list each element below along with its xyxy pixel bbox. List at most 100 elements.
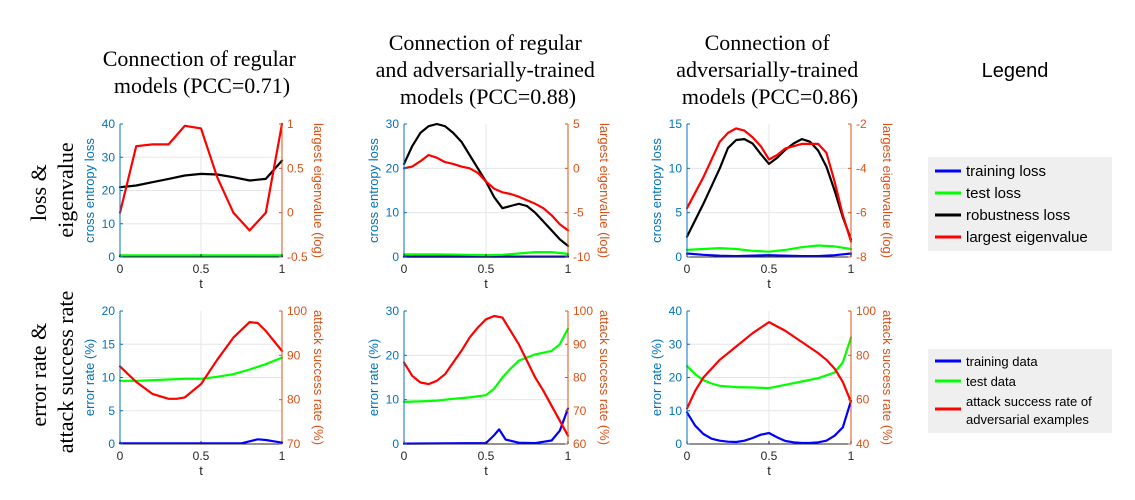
y-tick-label-left: 0 [108,250,115,264]
legend-label-attack-success-rate: attack success rate of adversarial examp… [966,394,1095,427]
y-tick-label-right: -6 [856,206,867,220]
y-tick-label-right: 60 [856,393,870,407]
y-axis-label-right: attack success rate (%) [311,310,326,445]
y-tick-label-left: 15 [669,117,683,131]
x-tick-label: 0 [684,262,691,276]
y-axis-label-left: error rate (%) [366,339,381,416]
y-tick-label-left: 20 [102,184,116,198]
y-tick-label-right: 1 [287,117,294,131]
x-tick-label: 0 [684,449,691,463]
series-line-eigen [402,314,570,437]
legend-label-test-data: test data [966,374,1017,389]
panel-error-adversarial: 0 0.5 1 t 0 10 20 30 40 error rate (%) 40 60 80 100 at… [649,304,895,478]
x-tick-label: 0 [117,449,124,463]
legend-bottom: training data test data attack success r… [928,349,1112,433]
series-line-eigen [118,122,284,232]
y-tick-label-left: 20 [386,161,400,175]
y-axis-label-left: cross entropy loss [649,138,664,243]
y-axis-label-left: cross entropy loss [366,138,381,243]
legend-top-background [928,157,1112,251]
panel-loss-regular-vs-adversarial: 0 0.5 1 t 0 10 20 30 cross entropy loss -10 -5 0 5 la… [366,117,612,291]
y-tick-label-left: 10 [669,161,683,175]
series-line-eigen [402,153,570,232]
x-axis-label: t [199,276,203,291]
y-axis-label-right: largest eigenvalue (log) [880,123,895,258]
y-tick-label-right: -8 [856,250,867,264]
y-tick-label-right: 80 [856,348,870,362]
panel-error-regular: 0 0.5 1 t 0 5 10 15 20 error rate (%) 70 80 90 100 att… [82,304,326,478]
y-axis-label-left: error rate (%) [649,339,664,416]
y-tick-label-right: 100 [856,304,876,318]
series-line-robustness [685,138,853,241]
y-tick-label-right: 0.5 [287,161,304,175]
y-tick-label-right: -2 [856,117,867,131]
y-tick-label-left: 0 [675,250,682,264]
x-tick-label: 0.5 [193,449,210,463]
y-tick-label-left: 40 [102,117,116,131]
x-tick-label: 1 [848,449,855,463]
y-tick-label-right: -0.5 [287,250,308,264]
x-axis-label: t [767,463,771,478]
y-tick-label-right: -5 [573,206,584,220]
row-label-2: error rate & attack success rate [26,291,78,453]
series-line-eigen [118,321,284,400]
y-tick-label-right: 80 [573,371,587,385]
y-tick-label-right: 100 [287,304,307,318]
series-line-training [118,438,284,445]
y-tick-label-left: 20 [669,371,683,385]
y-axis-label-right: attack success rate (%) [880,310,895,445]
panel-loss-regular: 0 0.5 1 t 0 10 20 30 40 cross entropy loss -0.5 0 0.… [82,117,326,291]
y-tick-label-right: 60 [573,437,587,451]
y-tick-label-left: 5 [108,404,115,418]
y-tick-label-left: 30 [386,117,400,131]
y-axis-label-left: cross entropy loss [82,138,97,243]
y-axis-label-left: error rate (%) [82,339,97,416]
y-tick-label-left: 0 [392,250,399,264]
row-label-1: loss & eigenvalue [26,142,78,237]
y-tick-label-left: 10 [669,404,683,418]
y-tick-label-left: 40 [669,304,683,318]
y-tick-label-right: 80 [287,393,301,407]
series-line-test [685,244,853,253]
y-tick-label-right: 70 [287,437,301,451]
y-tick-label-right: 0 [573,161,580,175]
legend-label-training-data: training data [966,354,1038,369]
y-tick-label-left: 30 [102,150,116,164]
legend-top: training loss test loss robustness loss … [928,157,1112,251]
y-tick-label-left: 15 [102,337,116,351]
y-tick-label-right: 90 [573,337,587,351]
y-tick-label-left: 5 [675,206,682,220]
series-line-robustness [118,159,284,189]
column-title-2: Connection of regular and adversarially-… [376,30,601,109]
y-tick-label-left: 0 [675,437,682,451]
x-tick-label: 1 [565,262,572,276]
legend-label-robustness-loss: robustness loss [966,207,1070,224]
y-tick-label-left: 0 [108,437,115,451]
y-axis-label-right: largest eigenvalue (log) [597,123,612,258]
y-tick-label-left: 10 [102,217,116,231]
x-tick-label: 0.5 [761,449,778,463]
series-line-training [402,407,570,445]
y-tick-label-left: 30 [669,337,683,351]
x-tick-label: 0.5 [478,262,495,276]
series-line-test [118,356,284,382]
legend-label-test-loss: test loss [966,185,1021,202]
y-tick-label-left: 0 [392,437,399,451]
y-tick-label-right: -10 [573,250,591,264]
column-title-3: Connection of adversarially-trained mode… [676,30,864,109]
y-axis-label-right: largest eigenvalue (log) [311,123,326,258]
x-tick-label: 0 [401,262,408,276]
y-axis-label-right: attack success rate (%) [597,310,612,445]
legend-label-largest-eigenvalue: largest eigenvalue [966,229,1088,246]
y-tick-label-right: 90 [287,348,301,362]
y-tick-label-right: -4 [856,161,867,175]
y-tick-label-right: 5 [573,117,580,131]
panel-loss-adversarial: 0 0.5 1 t 0 5 10 15 cross entropy loss -8 -6 -4 -2 la… [649,117,895,291]
x-tick-label: 1 [848,262,855,276]
series-line-test [685,336,853,390]
x-axis-label: t [767,276,771,291]
series-line-eigen [685,127,853,243]
x-tick-label: 0 [401,449,408,463]
series-line-test [402,327,570,403]
